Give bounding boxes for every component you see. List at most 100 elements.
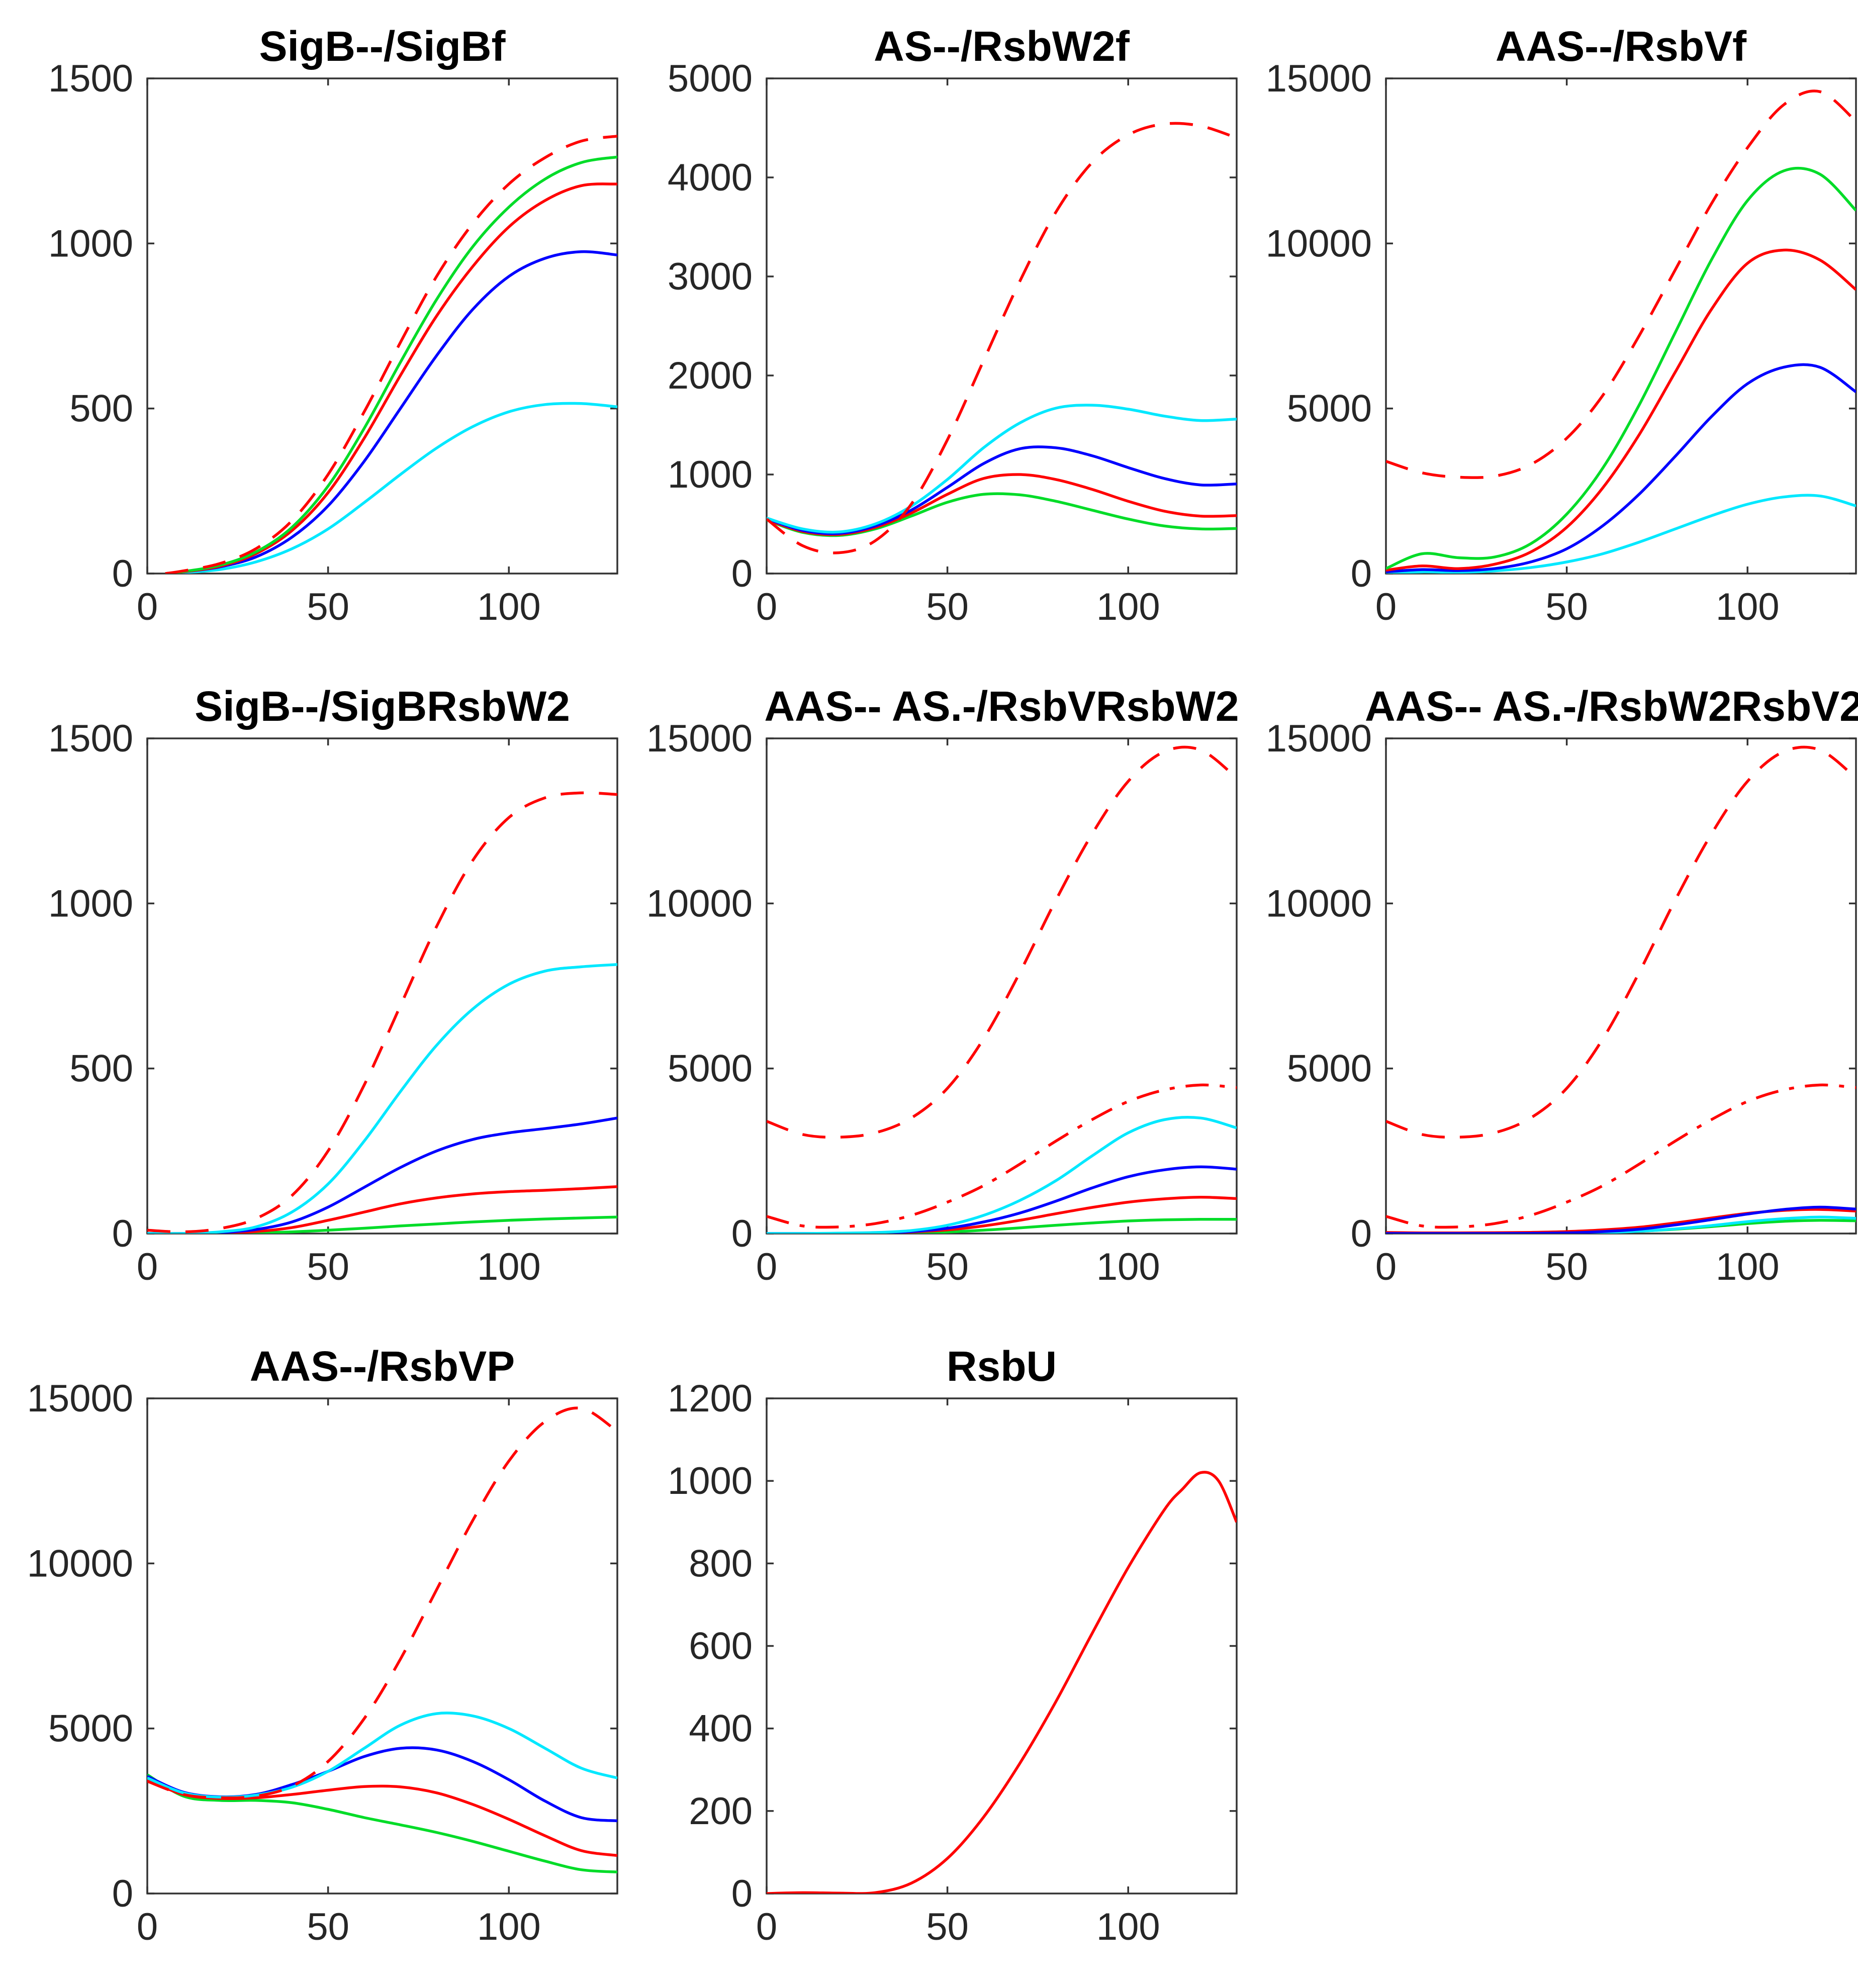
axes-box xyxy=(766,737,1238,1235)
y-tick-label: 1000 xyxy=(668,453,753,496)
y-tick-label: 0 xyxy=(112,552,133,595)
y-tick-label: 15000 xyxy=(27,1377,133,1420)
y-tick-label: 600 xyxy=(689,1625,753,1668)
series-group xyxy=(1386,89,1856,574)
x-tick-label: 100 xyxy=(477,1906,541,1948)
subplot-sigb-sigbrsbw2: SigB--/SigBRsbW2 0 50 100 0 500 1000 1500 xyxy=(20,668,639,1328)
series-group xyxy=(147,1406,617,1874)
series-red-dashed xyxy=(767,122,1237,554)
y-tick-label: 4000 xyxy=(668,156,753,199)
subplot-aas-rsbvf: AAS--/RsbVf 0 50 100 0 5000 10000 15000 xyxy=(1259,8,1858,668)
series-blue-solid xyxy=(767,445,1237,535)
y-tick-label: 1500 xyxy=(48,57,133,100)
x-tick-label: 0 xyxy=(756,586,777,628)
y-tick-label: 15000 xyxy=(1266,57,1372,100)
chart-title: RsbU xyxy=(947,1343,1057,1390)
series-cyan-solid xyxy=(147,1712,617,1799)
x-tick-label: 0 xyxy=(137,586,158,628)
chart-title: SigB--/SigBf xyxy=(259,23,506,70)
series-group xyxy=(147,791,617,1234)
chart-canvas: AAS--/RsbVf 0 50 100 0 5000 10000 15000 xyxy=(1266,23,1857,628)
subplot-as-rsbw2f: AS--/RsbW2f 0 50 100 0 1000 2000 3000 4000 5000 xyxy=(639,8,1259,668)
series-blue-solid xyxy=(1386,1205,1856,1234)
y-tick-label: 1000 xyxy=(48,222,133,265)
x-tick-label: 100 xyxy=(477,586,541,628)
x-tick-label: 100 xyxy=(1096,1246,1160,1288)
y-tick-label: 10000 xyxy=(1266,882,1372,925)
axes-box xyxy=(146,77,618,575)
series-green-solid xyxy=(165,155,617,574)
series-red-dashdot xyxy=(1386,1083,1856,1229)
x-tick-label: 100 xyxy=(1096,586,1160,628)
x-tick-label: 50 xyxy=(926,1246,969,1288)
x-tick-label: 50 xyxy=(926,586,969,628)
series-red-dashed xyxy=(1386,89,1856,479)
y-tick-label: 1000 xyxy=(668,1460,753,1502)
x-tick-label: 50 xyxy=(1545,586,1588,628)
series-red-solid xyxy=(1386,248,1856,572)
series-cyan-solid xyxy=(165,402,617,574)
y-tick-label: 400 xyxy=(689,1708,753,1750)
x-tick-label: 100 xyxy=(1096,1906,1160,1948)
series-cyan-solid xyxy=(1386,1215,1856,1234)
axes-box xyxy=(766,1397,1238,1895)
series-blue-solid xyxy=(147,1116,617,1234)
y-tick-label: 15000 xyxy=(1266,717,1372,760)
x-tick-label: 0 xyxy=(756,1906,777,1948)
chart-title: AAS-- AS.-/RsbW2RsbV2- xyxy=(1365,683,1858,730)
axes-box xyxy=(1385,737,1857,1235)
series-green-solid xyxy=(767,492,1237,537)
series-blue-solid xyxy=(1386,363,1856,574)
series-blue-solid xyxy=(165,250,617,574)
y-tick-label: 10000 xyxy=(27,1542,133,1585)
y-tick-label: 5000 xyxy=(1287,1048,1372,1090)
y-tick-label: 5000 xyxy=(668,1048,753,1090)
x-tick-label: 50 xyxy=(307,1246,349,1288)
y-tick-label: 3000 xyxy=(668,255,753,298)
x-tick-label: 100 xyxy=(1716,1246,1780,1288)
subplot-sigb-sigbf: SigB--/SigBf 0 50 100 0 500 1000 1500 xyxy=(20,8,639,668)
chart-title: AS--/RsbW2f xyxy=(874,23,1130,70)
chart-canvas: AAS-- AS.-/RsbW2RsbV2- 0 50 100 0 5000 10000 15… xyxy=(1266,683,1858,1288)
series-cyan-solid xyxy=(767,404,1237,534)
y-tick-label: 5000 xyxy=(48,1708,133,1750)
series-red-dashed xyxy=(165,135,617,574)
x-tick-label: 50 xyxy=(307,1906,349,1948)
subplot-aas-rsbvp: AAS--/RsbVP 0 50 100 0 5000 10000 15000 xyxy=(20,1328,639,1988)
x-tick-label: 0 xyxy=(1375,586,1397,628)
empty-cell xyxy=(1259,1328,1858,1988)
y-tick-label: 1500 xyxy=(48,717,133,760)
x-tick-label: 100 xyxy=(1716,586,1780,628)
y-tick-label: 0 xyxy=(1351,552,1372,595)
y-tick-label: 5000 xyxy=(1287,388,1372,430)
chart-title: SigB--/SigBRsbW2 xyxy=(195,683,570,730)
y-tick-label: 15000 xyxy=(646,717,753,760)
series-green-solid xyxy=(1386,166,1856,570)
y-tick-label: 200 xyxy=(689,1790,753,1833)
series-cyan-solid xyxy=(147,963,617,1234)
series-group xyxy=(767,745,1237,1234)
y-tick-label: 0 xyxy=(112,1212,133,1255)
subplot-rsbu: RsbU 0 50 100 0 200 400 600 800 1000 1200 xyxy=(639,1328,1259,1988)
subplot-aas-rsbvrsbw2: AAS-- AS.-/RsbVRsbW2 0 50 100 0 5000 10000 1500… xyxy=(639,668,1259,1328)
chart-canvas: AAS-- AS.-/RsbVRsbW2 0 50 100 0 5000 10000 1500… xyxy=(646,683,1239,1288)
y-tick-label: 1200 xyxy=(668,1377,753,1420)
series-cyan-solid xyxy=(1386,494,1856,574)
y-tick-label: 0 xyxy=(1351,1212,1372,1255)
y-tick-label: 0 xyxy=(731,552,753,595)
y-tick-label: 0 xyxy=(112,1872,133,1915)
x-tick-label: 100 xyxy=(477,1246,541,1288)
axes-box xyxy=(146,1397,618,1895)
series-red-dashed xyxy=(147,791,617,1234)
series-red-solid xyxy=(767,1471,1237,1894)
x-tick-label: 0 xyxy=(756,1246,777,1288)
y-tick-label: 500 xyxy=(69,1048,133,1090)
series-red-dashed xyxy=(767,745,1237,1139)
y-tick-label: 0 xyxy=(731,1872,753,1915)
axes-box xyxy=(146,737,618,1235)
